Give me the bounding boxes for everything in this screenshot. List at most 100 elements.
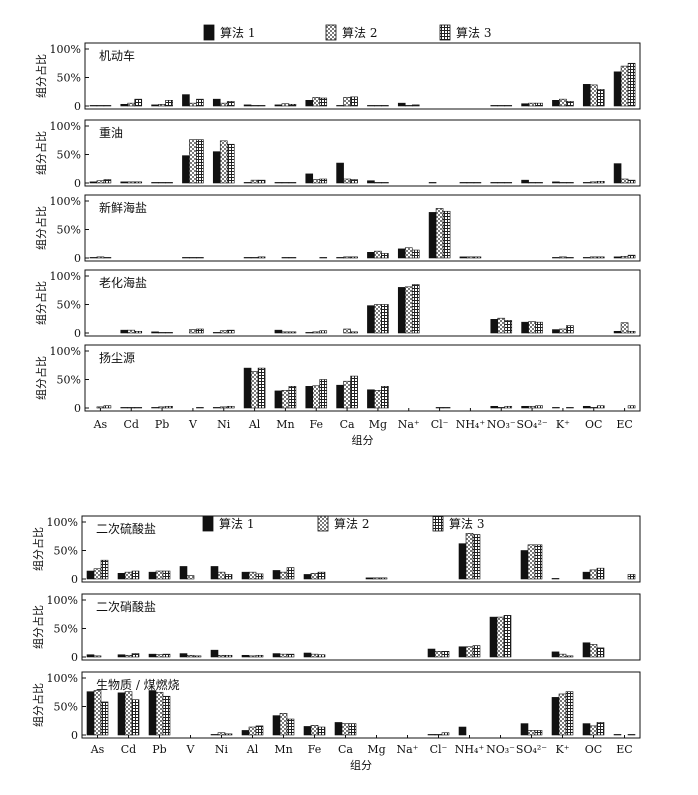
y-axis-label: 组分占比	[34, 131, 48, 175]
bar-3-16	[596, 180, 605, 184]
bar-1-1	[117, 654, 126, 658]
y-tick-label: 0	[71, 729, 78, 742]
bar-3-9	[381, 386, 389, 409]
y-tick-label: 50%	[54, 701, 78, 714]
bar-2-12	[465, 646, 474, 658]
bar-2-3	[186, 654, 195, 658]
bar-1-7	[303, 652, 312, 658]
bar-1-16	[582, 405, 591, 409]
bar-2-8	[343, 256, 351, 259]
x-tick-label: Mn	[274, 743, 292, 756]
x-tick-label: EC	[616, 743, 632, 756]
bar-3-1	[134, 330, 143, 334]
bar-3-10	[411, 249, 420, 259]
panel-title: 二次硫酸盐	[96, 521, 156, 536]
bar-1-17	[613, 734, 622, 736]
bar-2-15	[559, 182, 567, 184]
bar-3-4	[226, 101, 235, 107]
y-tick-label: 0	[71, 573, 78, 586]
bar-1-16	[582, 84, 591, 107]
bar-3-3	[196, 139, 204, 184]
bar-1-10	[397, 287, 406, 334]
y-tick-label: 50%	[57, 72, 81, 85]
y-tick-label: 0	[71, 651, 78, 664]
bar-1-1	[117, 572, 126, 580]
bar-3-4	[226, 143, 235, 184]
bar-3-5	[257, 256, 266, 259]
bar-1-5	[241, 571, 250, 580]
bar-2-2	[155, 570, 164, 580]
bar-3-1	[131, 699, 140, 736]
bar-3-3	[196, 328, 204, 334]
bar-3-0	[100, 559, 109, 580]
bar-1-13	[490, 182, 499, 184]
panel-frame	[84, 194, 641, 262]
panel-title: 重油	[99, 126, 123, 140]
bar-1-4	[212, 98, 221, 107]
panel-frame	[81, 593, 641, 661]
bar-1-6	[274, 329, 283, 334]
bar-1-1	[120, 181, 129, 184]
bar-3-2	[165, 182, 173, 184]
y-axis-label: 组分占比	[31, 527, 45, 571]
y-tick-label: 100%	[50, 195, 81, 208]
bar-1-9	[367, 105, 375, 107]
bar-1-17	[613, 256, 622, 259]
x-tick-label: EC	[616, 418, 632, 431]
bar-1-13	[489, 616, 498, 658]
figure-bottom: 算法 1 算法 2 算法 3 100% 50% 0 组分占比 二次硫酸盐 100% 50% 0 组分占…	[31, 515, 641, 772]
bar-3-11	[442, 407, 451, 409]
bar-2-15	[558, 693, 567, 736]
bar-3-16	[596, 405, 605, 409]
bar-1-1	[117, 692, 126, 736]
panel-1: 100% 50% 0 组分占比 机动车	[34, 42, 641, 113]
x-tick-label: Mn	[276, 418, 294, 431]
bar-2-7	[310, 653, 319, 658]
bar-2-14	[527, 730, 536, 736]
y-tick-label: 50%	[54, 623, 78, 636]
bar-2-3	[189, 329, 197, 334]
bar-3-13	[504, 320, 513, 334]
bar-3-0	[100, 701, 109, 736]
bar-1-15	[552, 407, 560, 409]
bar-3-8	[350, 179, 358, 184]
bar-1-11	[427, 734, 436, 736]
bar-1-11	[427, 648, 436, 658]
bar-3-12	[472, 534, 481, 580]
y-tick-label: 0	[74, 327, 81, 340]
panel-1: 100% 50% 0 组分占比 二次硫酸盐	[31, 515, 641, 586]
bar-3-4	[226, 405, 235, 409]
y-axis-label: 组分占比	[34, 206, 48, 250]
legend-label-2: 算法 2	[334, 516, 369, 531]
bar-1-14	[520, 723, 529, 736]
bar-1-17	[613, 330, 622, 334]
bar-2-0	[96, 406, 105, 409]
bar-1-9	[367, 180, 375, 184]
bar-1-14	[521, 179, 529, 184]
panel-frame	[84, 42, 641, 110]
bar-1-14	[521, 321, 529, 334]
bar-3-17	[627, 734, 636, 736]
bar-3-6	[286, 653, 295, 658]
bar-2-4	[217, 732, 226, 736]
bar-1-13	[490, 105, 499, 107]
bar-1-8	[336, 384, 344, 409]
bar-3-17	[627, 574, 636, 580]
figure-top: 算法 1 算法 2 算法 3100%50%0组分占比 机动车100%50%0组分占比重…	[34, 24, 641, 447]
bar-3-5	[257, 179, 266, 184]
bar-2-3	[189, 139, 197, 184]
bar-2-13	[496, 616, 505, 658]
bar-3-5	[255, 725, 264, 736]
bar-1-16	[582, 182, 591, 184]
bar-3-7	[319, 178, 328, 184]
bar-2-16	[589, 644, 598, 658]
bar-3-7	[317, 654, 326, 658]
legend-label-1: 算法 1	[219, 516, 254, 531]
panel-title: 老化海盐	[99, 275, 147, 290]
x-tick-label: NH₄⁺	[455, 743, 485, 756]
bar-3-7	[319, 330, 328, 334]
legend-label-2: 算法 2	[342, 25, 377, 40]
bar-3-7	[319, 257, 328, 259]
x-tick-label: NO₃⁻	[486, 743, 515, 756]
